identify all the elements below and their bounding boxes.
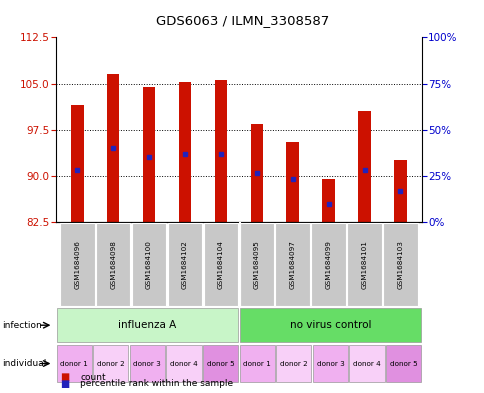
- Text: ■: ■: [60, 379, 70, 389]
- Text: GSM1684101: GSM1684101: [361, 240, 367, 289]
- Text: GSM1684096: GSM1684096: [74, 240, 80, 289]
- Bar: [239, 345, 274, 382]
- Text: influenza A: influenza A: [118, 320, 176, 330]
- Bar: [322, 179, 334, 222]
- Text: individual: individual: [2, 359, 46, 368]
- Text: infection: infection: [2, 321, 42, 330]
- Text: donor 4: donor 4: [170, 360, 197, 367]
- Text: donor 2: donor 2: [279, 360, 307, 367]
- Text: percentile rank within the sample: percentile rank within the sample: [80, 380, 233, 388]
- Text: donor 1: donor 1: [60, 360, 88, 367]
- Bar: [167, 223, 202, 306]
- Text: donor 4: donor 4: [352, 360, 380, 367]
- Bar: [393, 160, 406, 222]
- Bar: [57, 345, 91, 382]
- Text: donor 5: donor 5: [206, 360, 234, 367]
- Bar: [132, 223, 166, 306]
- Bar: [349, 345, 384, 382]
- Bar: [286, 142, 298, 222]
- Text: GSM1684097: GSM1684097: [289, 240, 295, 289]
- Bar: [276, 345, 311, 382]
- Bar: [96, 223, 130, 306]
- Text: GDS6063 / ILMN_3308587: GDS6063 / ILMN_3308587: [155, 14, 329, 27]
- Bar: [142, 86, 155, 222]
- Text: GSM1684100: GSM1684100: [146, 240, 152, 289]
- Bar: [214, 81, 227, 222]
- Bar: [203, 345, 238, 382]
- Bar: [71, 105, 83, 222]
- Bar: [311, 223, 345, 306]
- Text: GSM1684095: GSM1684095: [253, 240, 259, 289]
- Bar: [385, 345, 420, 382]
- Bar: [166, 345, 201, 382]
- Text: count: count: [80, 373, 106, 382]
- Bar: [239, 223, 273, 306]
- Bar: [203, 223, 238, 306]
- Bar: [60, 223, 94, 306]
- Text: no virus control: no virus control: [289, 320, 370, 330]
- Bar: [312, 345, 347, 382]
- Text: GSM1684099: GSM1684099: [325, 240, 331, 289]
- Text: donor 3: donor 3: [316, 360, 344, 367]
- Bar: [106, 74, 119, 222]
- Text: GSM1684103: GSM1684103: [396, 240, 403, 289]
- Text: donor 5: donor 5: [389, 360, 417, 367]
- Bar: [130, 345, 165, 382]
- Bar: [275, 223, 309, 306]
- Bar: [57, 308, 238, 342]
- Bar: [179, 82, 191, 222]
- Bar: [358, 111, 370, 222]
- Bar: [347, 223, 381, 306]
- Text: donor 3: donor 3: [133, 360, 161, 367]
- Bar: [382, 223, 417, 306]
- Text: GSM1684104: GSM1684104: [217, 240, 224, 289]
- Bar: [239, 308, 420, 342]
- Text: ■: ■: [60, 372, 70, 382]
- Text: GSM1684098: GSM1684098: [110, 240, 116, 289]
- Text: GSM1684102: GSM1684102: [182, 240, 188, 289]
- Text: donor 2: donor 2: [97, 360, 124, 367]
- Bar: [93, 345, 128, 382]
- Bar: [250, 123, 262, 222]
- Text: donor 1: donor 1: [243, 360, 271, 367]
